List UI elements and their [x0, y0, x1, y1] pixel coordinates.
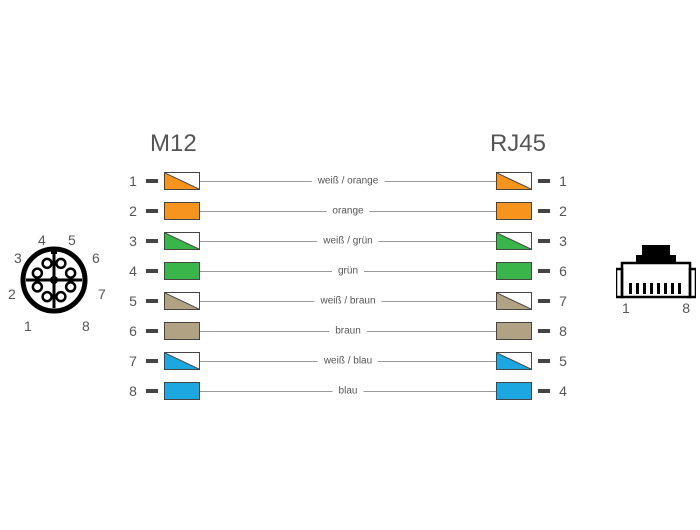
color-swatch-left: [164, 382, 200, 400]
color-swatch-right: [496, 292, 532, 310]
m12-pin-label: 4: [38, 232, 46, 248]
dash-icon: [538, 389, 550, 393]
pin-number-right: 6: [556, 263, 570, 279]
color-swatch-left: [164, 352, 200, 370]
pinout-row: 1 weiß / orange 1: [126, 168, 570, 194]
pin-number-left: 6: [126, 323, 140, 339]
pinout-row: 3 weiß / grün 3: [126, 228, 570, 254]
wire-line: weiß / orange: [200, 181, 496, 182]
color-swatch-left: [164, 262, 200, 280]
wire-line: braun: [200, 331, 496, 332]
m12-pin-label: 1: [24, 318, 32, 334]
color-swatch-left: [164, 172, 200, 190]
pinout-row: 7 weiß / blau 5: [126, 348, 570, 374]
header-left: M12: [150, 130, 197, 158]
dash-icon: [538, 299, 550, 303]
color-swatch-right: [496, 262, 532, 280]
wire-label: orange: [326, 206, 369, 217]
pin-number-left: 2: [126, 203, 140, 219]
dash-icon: [146, 179, 158, 183]
color-swatch-right: [496, 352, 532, 370]
pin-number-left: 5: [126, 293, 140, 309]
wire-line: weiß / blau: [200, 361, 496, 362]
wire-label: grün: [332, 266, 364, 277]
wire-line: blau: [200, 391, 496, 392]
wire-line: grün: [200, 271, 496, 272]
color-swatch-left: [164, 322, 200, 340]
m12-pin-label: 3: [14, 250, 22, 266]
dash-icon: [146, 269, 158, 273]
color-swatch-right: [496, 322, 532, 340]
dash-icon: [146, 299, 158, 303]
pin-number-right: 3: [556, 233, 570, 249]
color-swatch-right: [496, 382, 532, 400]
pin-number-left: 3: [126, 233, 140, 249]
dash-icon: [538, 329, 550, 333]
m12-pin-label: 8: [82, 318, 90, 334]
header-right: RJ45: [490, 130, 546, 158]
color-swatch-left: [164, 292, 200, 310]
m12-pin-label: 5: [68, 232, 76, 248]
pin-number-right: 8: [556, 323, 570, 339]
pinout-row: 8 blau 4: [126, 378, 570, 404]
color-swatch-right: [496, 232, 532, 250]
color-swatch-left: [164, 232, 200, 250]
wire-label: braun: [329, 326, 367, 337]
m12-connector: 12 34 56 78: [0, 226, 108, 334]
pin-number-left: 7: [126, 353, 140, 369]
dash-icon: [538, 269, 550, 273]
color-swatch-right: [496, 172, 532, 190]
rj45-pin-label-right: 8: [682, 300, 690, 316]
pin-number-left: 4: [126, 263, 140, 279]
color-swatch-right: [496, 202, 532, 220]
pinout-row: 2 orange 2: [126, 198, 570, 224]
rj45-connector: 1 8: [616, 245, 696, 335]
pin-number-left: 1: [126, 173, 140, 189]
dash-icon: [146, 239, 158, 243]
pinout-row: 6 braun 8: [126, 318, 570, 344]
wire-label: weiß / grün: [317, 236, 378, 247]
dash-icon: [146, 329, 158, 333]
dash-icon: [146, 359, 158, 363]
pinout-row: 5 weiß / braun 7: [126, 288, 570, 314]
wire-label: blau: [333, 386, 364, 397]
pin-number-right: 5: [556, 353, 570, 369]
color-swatch-left: [164, 202, 200, 220]
dash-icon: [146, 209, 158, 213]
pin-number-left: 8: [126, 383, 140, 399]
pinout-row: 4 grün 6: [126, 258, 570, 284]
pin-number-right: 4: [556, 383, 570, 399]
pin-number-right: 2: [556, 203, 570, 219]
pin-number-right: 7: [556, 293, 570, 309]
wire-line: weiß / braun: [200, 301, 496, 302]
wire-line: orange: [200, 211, 496, 212]
dash-icon: [538, 359, 550, 363]
wire-label: weiß / braun: [314, 296, 381, 307]
dash-icon: [146, 389, 158, 393]
wire-label: weiß / orange: [312, 176, 385, 187]
dash-icon: [538, 179, 550, 183]
m12-pin-label: 6: [92, 250, 100, 266]
wire-line: weiß / grün: [200, 241, 496, 242]
dash-icon: [538, 239, 550, 243]
m12-pin-label: 7: [98, 286, 106, 302]
pinout-table: M12 RJ45 1 weiß / orange 1 2 orange 2 3: [126, 130, 570, 408]
dash-icon: [538, 209, 550, 213]
pin-number-right: 1: [556, 173, 570, 189]
m12-pin-label: 2: [8, 286, 16, 302]
wire-label: weiß / blau: [318, 356, 378, 367]
rj45-pin-label-left: 1: [622, 300, 630, 316]
